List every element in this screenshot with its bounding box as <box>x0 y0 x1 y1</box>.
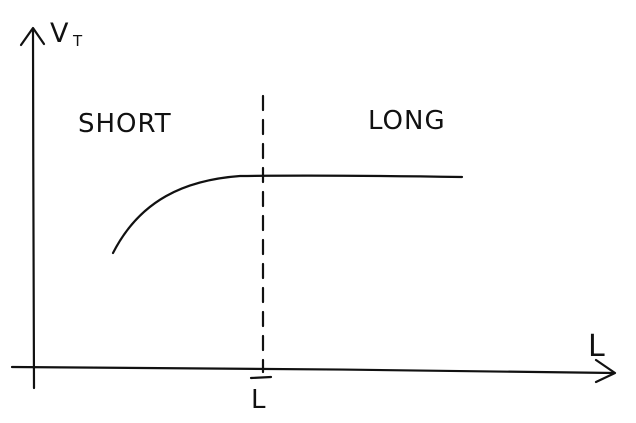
short-region-label: SHORT <box>78 109 172 139</box>
long-region-label: LONG <box>368 106 446 136</box>
y-axis <box>31 28 36 390</box>
y-axis-arrowhead <box>19 26 46 47</box>
y-axis-label-main: V <box>50 18 69 49</box>
x-axis-arrowhead <box>594 358 617 384</box>
critical-length-overbar <box>249 375 273 380</box>
x-axis-label: L <box>588 329 605 364</box>
y-axis-label-subscript: T <box>72 32 83 50</box>
vt-curve <box>111 174 464 255</box>
x-axis <box>10 365 616 375</box>
critical-length-label: L <box>251 385 266 415</box>
critical-length-marker: L <box>249 375 273 415</box>
y-axis-label: V T <box>50 18 83 50</box>
